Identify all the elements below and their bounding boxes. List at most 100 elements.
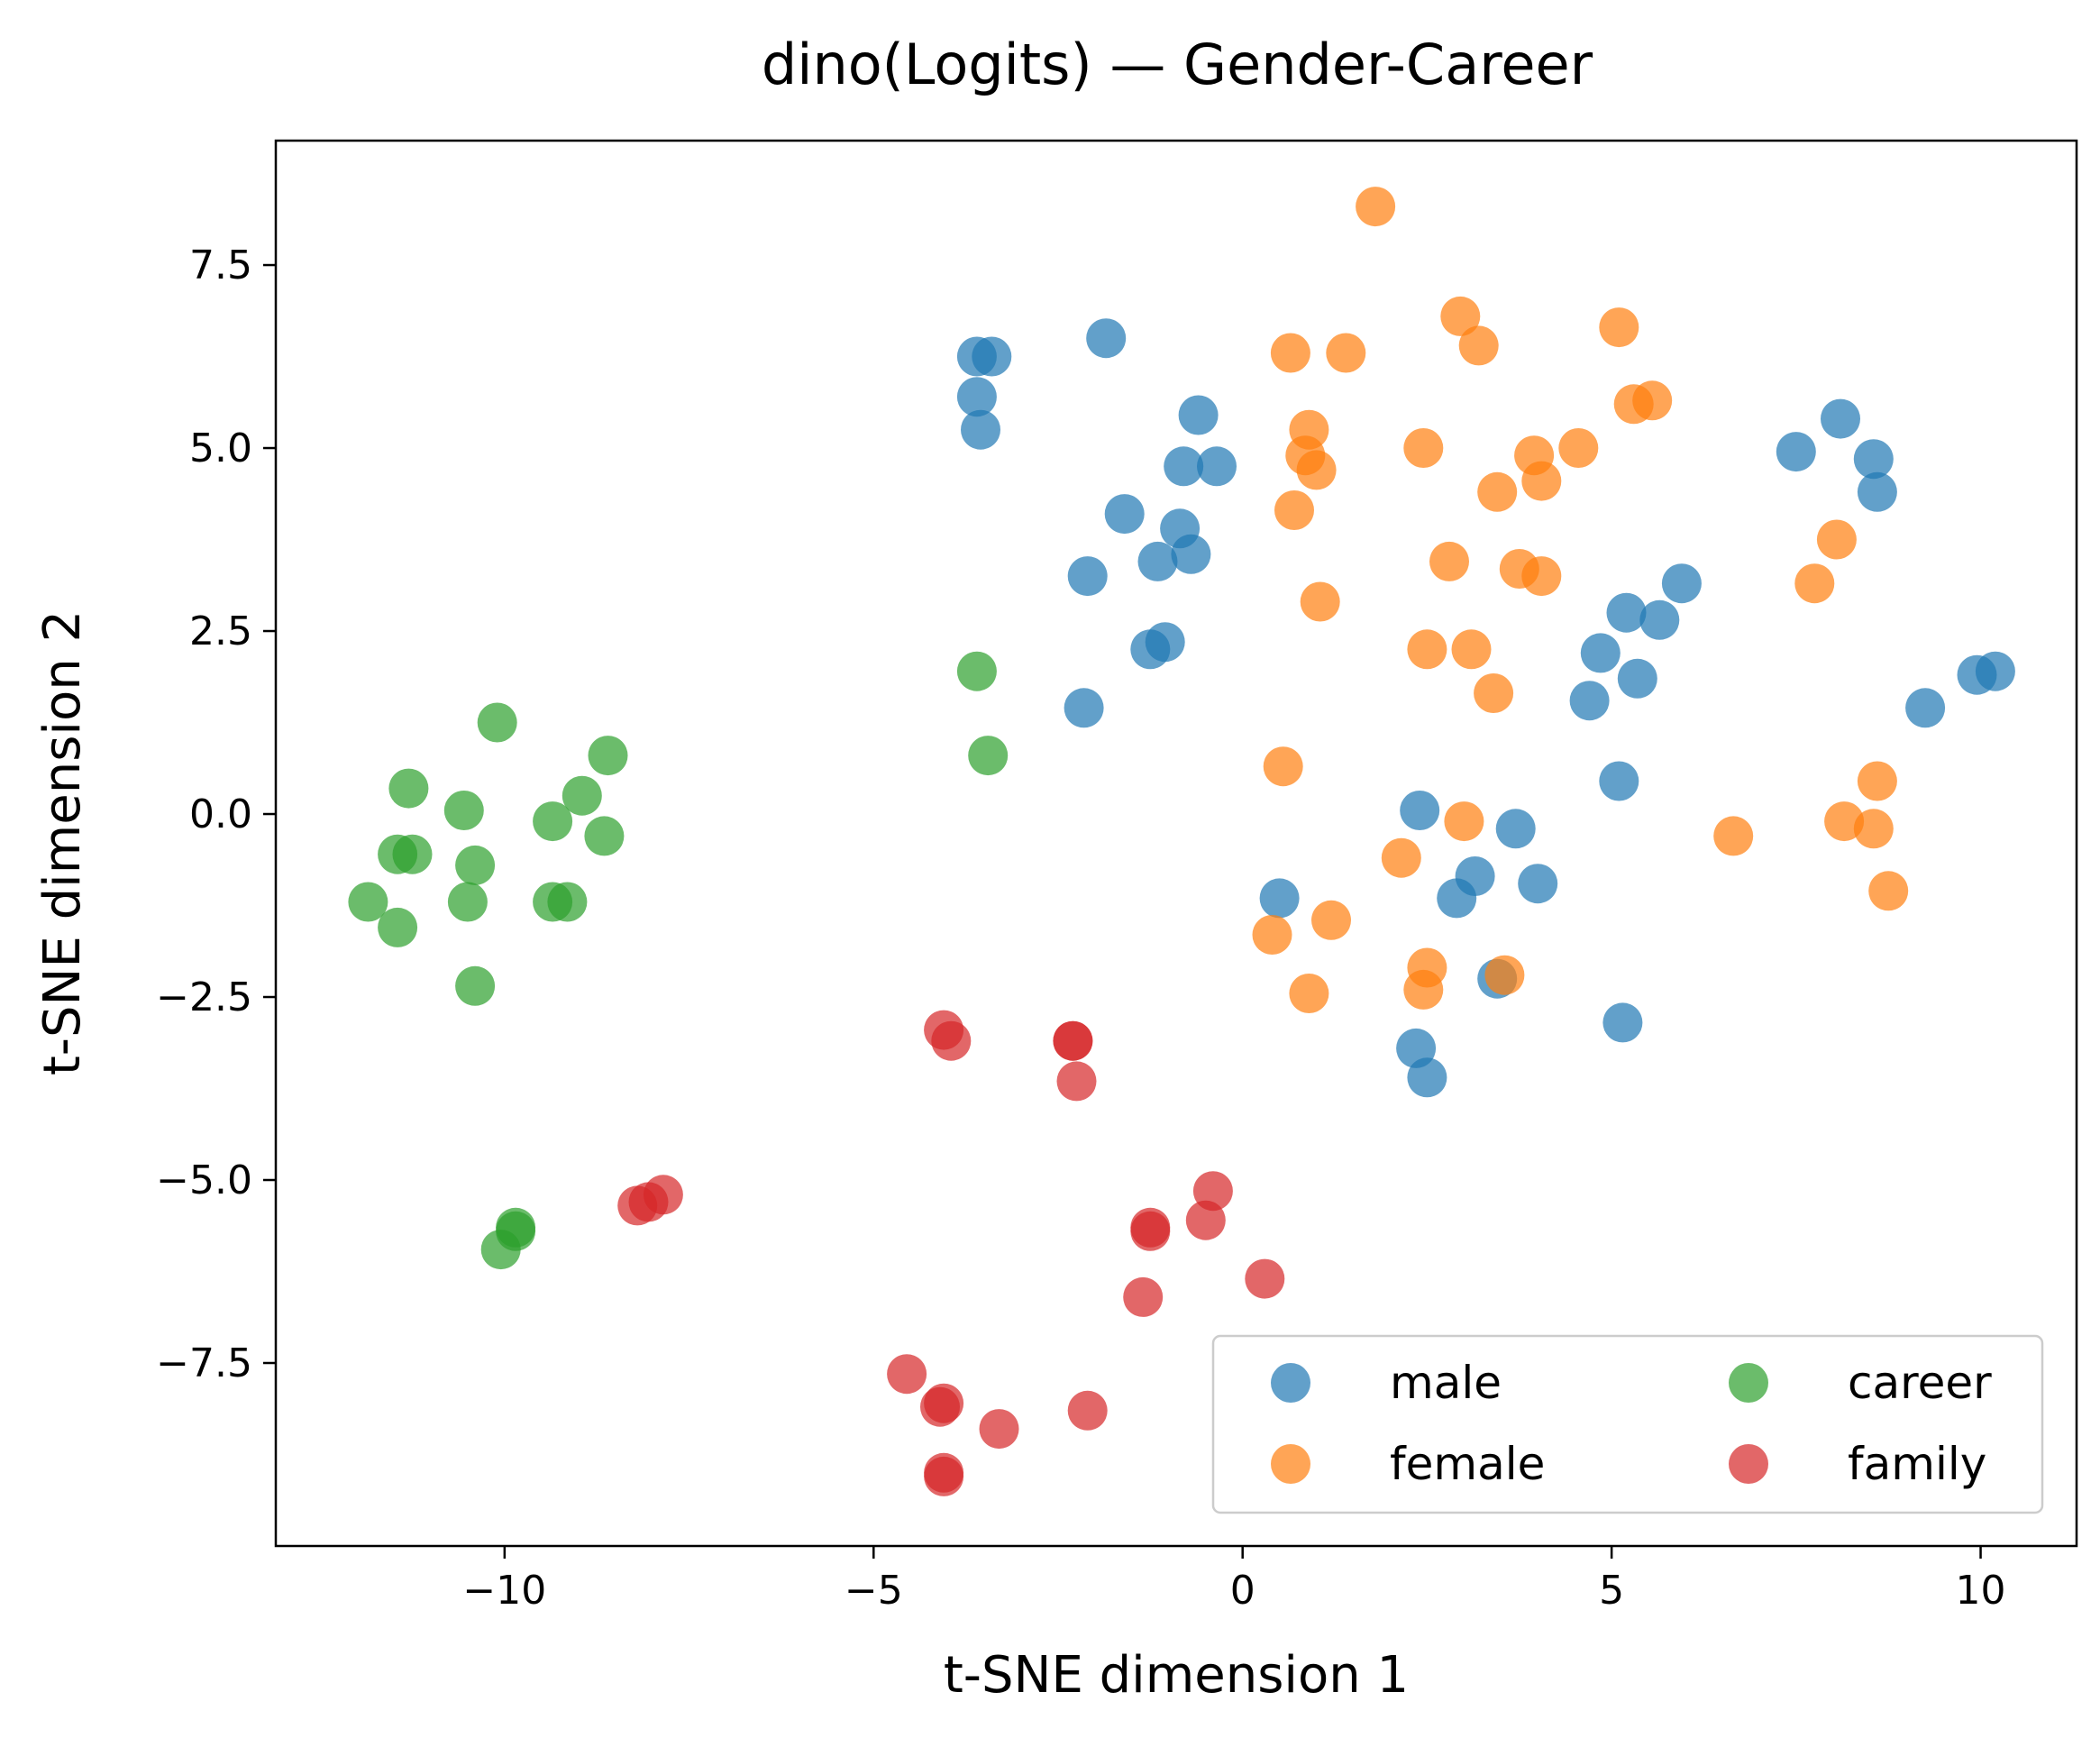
point-male-35 bbox=[1259, 878, 1300, 919]
y-axis-ticks: −7.5 −5.0 −2.5 0.0 2.5 5.0 7.5 bbox=[156, 242, 276, 1386]
legend-label-career: career bbox=[1848, 1357, 1992, 1409]
point-male-6 bbox=[1164, 446, 1204, 487]
x-tick-label: 5 bbox=[1599, 1568, 1624, 1614]
point-male-18 bbox=[1853, 439, 1894, 480]
point-female-26 bbox=[1263, 746, 1303, 787]
point-female-39 bbox=[1289, 974, 1329, 1013]
point-female-11 bbox=[1403, 428, 1444, 468]
legend-label-female: female bbox=[1390, 1438, 1545, 1490]
legend-marker-career bbox=[1729, 1363, 1768, 1403]
point-family-9 bbox=[1185, 1200, 1226, 1240]
point-family-18 bbox=[979, 1409, 1019, 1450]
point-family-20 bbox=[924, 1456, 964, 1496]
legend-marker-female bbox=[1271, 1444, 1310, 1484]
y-tick-label: −2.5 bbox=[156, 974, 252, 1020]
point-family-14 bbox=[887, 1354, 927, 1395]
point-male-27 bbox=[1957, 654, 1997, 695]
point-male-39 bbox=[1407, 1057, 1447, 1098]
x-tick-label: −5 bbox=[845, 1568, 903, 1614]
point-career-5 bbox=[562, 775, 602, 816]
point-female-13 bbox=[1558, 428, 1599, 468]
point-career-10 bbox=[392, 834, 433, 874]
point-male-34 bbox=[1518, 864, 1558, 904]
point-career-16 bbox=[378, 907, 418, 947]
legend-label-male: male bbox=[1390, 1357, 1502, 1409]
point-female-16 bbox=[1274, 490, 1314, 530]
point-career-1 bbox=[968, 736, 1009, 776]
point-family-11 bbox=[1130, 1211, 1171, 1251]
legend-marker-family bbox=[1729, 1444, 1768, 1484]
point-career-11 bbox=[455, 845, 496, 885]
y-tick-label: −7.5 bbox=[156, 1340, 252, 1386]
point-career-8 bbox=[584, 816, 625, 856]
point-family-13 bbox=[1123, 1276, 1164, 1317]
point-female-35 bbox=[1252, 915, 1292, 955]
point-male-22 bbox=[1639, 599, 1680, 640]
point-male-14 bbox=[1130, 629, 1171, 670]
point-female-20 bbox=[1521, 556, 1562, 597]
point-career-13 bbox=[447, 882, 488, 922]
point-female-31 bbox=[1713, 816, 1754, 856]
point-male-4 bbox=[1086, 318, 1127, 359]
point-male-1 bbox=[972, 336, 1012, 377]
point-career-6 bbox=[443, 791, 484, 830]
point-female-15 bbox=[1477, 471, 1518, 512]
point-female-38 bbox=[1403, 969, 1444, 1010]
point-female-17 bbox=[1816, 519, 1857, 560]
point-career-0 bbox=[956, 651, 997, 691]
point-male-2 bbox=[956, 377, 997, 417]
y-tick-label: −5.0 bbox=[156, 1157, 252, 1203]
point-male-7 bbox=[1197, 446, 1237, 487]
point-female-5 bbox=[1599, 307, 1639, 348]
point-female-25 bbox=[1474, 673, 1514, 713]
point-career-15 bbox=[547, 882, 588, 922]
point-female-37 bbox=[1484, 955, 1525, 995]
point-male-33 bbox=[1437, 878, 1477, 919]
y-tick-label: 0.0 bbox=[189, 791, 252, 837]
point-career-2 bbox=[477, 702, 517, 743]
y-tick-label: 2.5 bbox=[189, 608, 252, 654]
point-male-37 bbox=[1602, 1002, 1643, 1043]
point-male-19 bbox=[1857, 471, 1897, 512]
legend-marker-male bbox=[1271, 1363, 1310, 1403]
point-female-2 bbox=[1326, 333, 1366, 373]
point-female-30 bbox=[1444, 801, 1484, 842]
point-female-22 bbox=[1300, 581, 1340, 622]
legend-box bbox=[1211, 1334, 2044, 1514]
point-family-3 bbox=[1053, 1020, 1093, 1061]
points-layer bbox=[348, 187, 2015, 1496]
plot-frame bbox=[274, 139, 2078, 1548]
point-career-3 bbox=[588, 736, 628, 776]
point-male-10 bbox=[1137, 541, 1178, 581]
point-female-27 bbox=[1857, 761, 1897, 801]
point-female-4 bbox=[1458, 325, 1499, 366]
point-male-15 bbox=[1064, 688, 1104, 728]
point-female-23 bbox=[1407, 629, 1447, 670]
point-female-3 bbox=[1440, 296, 1481, 336]
x-axis-label: t-SNE dimension 1 bbox=[944, 1646, 1409, 1705]
y-tick-label: 7.5 bbox=[189, 242, 252, 288]
point-female-24 bbox=[1451, 629, 1492, 670]
point-female-1 bbox=[1270, 333, 1310, 373]
point-male-25 bbox=[1569, 681, 1610, 721]
point-female-21 bbox=[1794, 563, 1835, 604]
point-male-24 bbox=[1617, 658, 1657, 699]
y-axis-label: t-SNE dimension 2 bbox=[33, 610, 92, 1075]
point-male-31 bbox=[1495, 809, 1536, 849]
point-female-33 bbox=[1868, 871, 1909, 911]
point-male-20 bbox=[1661, 563, 1702, 604]
point-male-3 bbox=[961, 409, 1000, 450]
point-male-28 bbox=[1905, 688, 1946, 728]
point-male-16 bbox=[1776, 432, 1816, 472]
point-female-34 bbox=[1311, 900, 1351, 940]
point-female-18 bbox=[1429, 541, 1469, 581]
chart-title: dino(Logits) — Gender-Career bbox=[762, 32, 1593, 97]
point-male-5 bbox=[1178, 395, 1219, 435]
point-career-4 bbox=[388, 768, 429, 809]
point-female-32 bbox=[1381, 837, 1421, 878]
x-tick-label: 10 bbox=[1956, 1568, 2006, 1614]
x-tick-label: 0 bbox=[1230, 1568, 1255, 1614]
point-career-12 bbox=[348, 882, 388, 922]
point-female-10 bbox=[1296, 450, 1337, 490]
